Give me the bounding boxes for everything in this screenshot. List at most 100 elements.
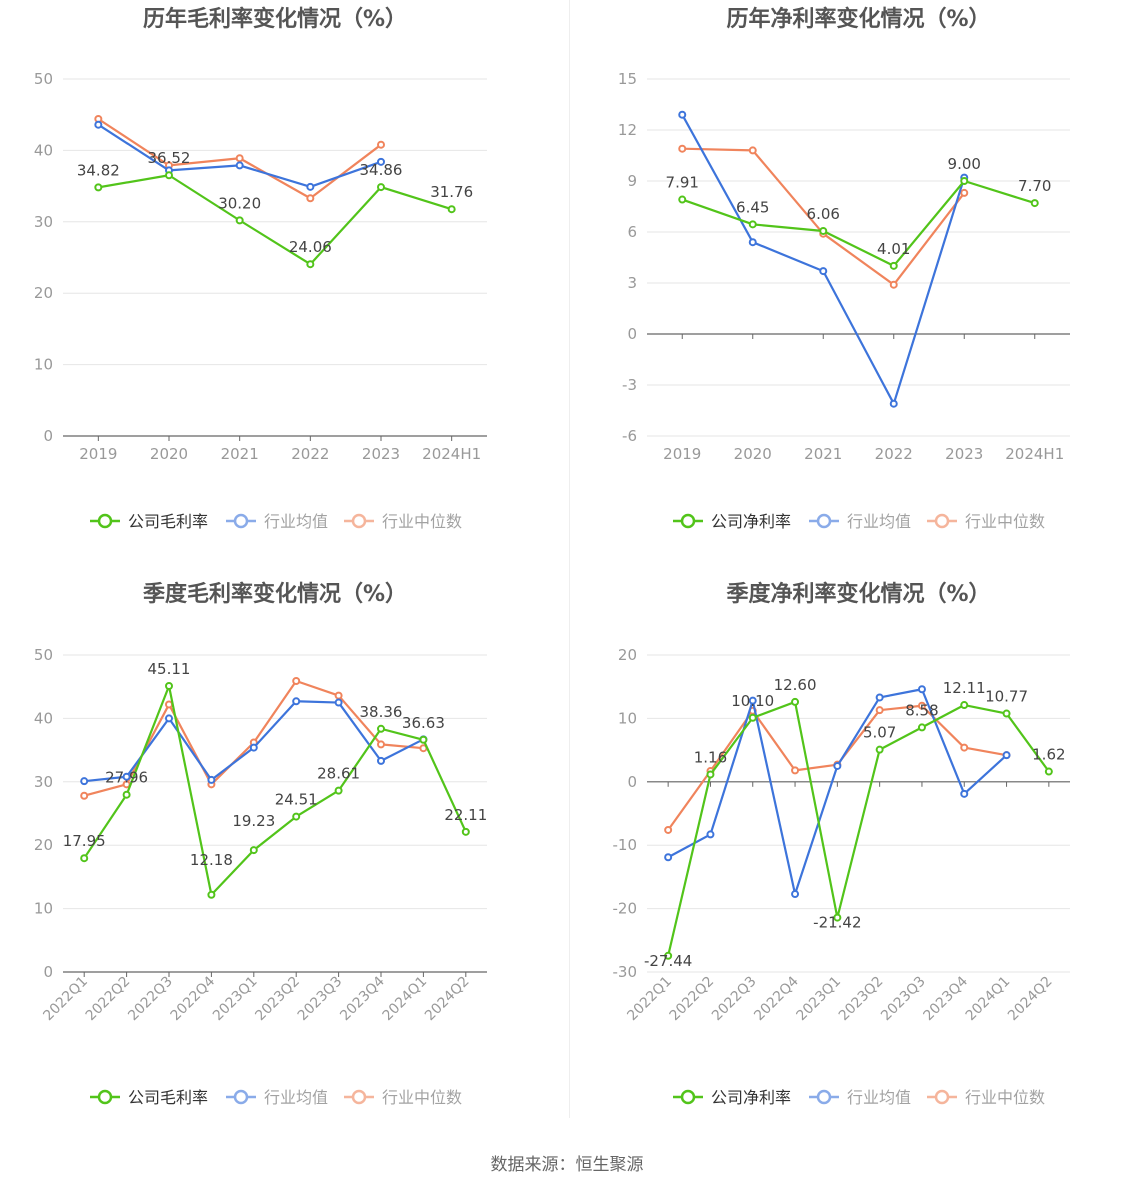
data-label: 10.77	[985, 688, 1028, 706]
data-point[interactable]	[377, 756, 385, 765]
data-point[interactable]	[678, 195, 687, 204]
data-point[interactable]	[306, 260, 315, 269]
data-point[interactable]	[292, 697, 301, 706]
y-tick-label: 12	[618, 121, 637, 139]
data-point[interactable]	[377, 183, 385, 192]
data-point[interactable]	[960, 188, 969, 197]
data-point[interactable]	[122, 790, 131, 799]
data-point[interactable]	[748, 713, 757, 722]
data-point[interactable]	[1002, 709, 1011, 718]
data-point[interactable]	[748, 696, 757, 705]
data-point[interactable]	[292, 676, 301, 685]
data-point[interactable]	[1030, 199, 1039, 208]
data-point[interactable]	[833, 913, 842, 922]
y-tick-label: 50	[34, 646, 53, 664]
data-point[interactable]	[461, 827, 470, 836]
data-point[interactable]	[791, 766, 800, 775]
data-point[interactable]	[122, 772, 131, 781]
data-point[interactable]	[80, 777, 89, 786]
legend-label: 公司毛利率	[128, 512, 208, 531]
data-point[interactable]	[165, 171, 173, 180]
data-point[interactable]	[235, 216, 244, 225]
data-point[interactable]	[678, 110, 687, 119]
legend-item-avg[interactable]: 行业均值	[226, 512, 328, 531]
data-point[interactable]	[377, 140, 385, 149]
chart-title: 历年毛利率变化情况（%）	[143, 6, 407, 32]
legend: 公司毛利率 行业均值 行业中位数	[90, 512, 462, 531]
data-point[interactable]	[917, 685, 926, 694]
data-point[interactable]	[235, 161, 244, 170]
data-point[interactable]	[960, 701, 969, 710]
data-point[interactable]	[306, 194, 315, 203]
data-point[interactable]	[960, 789, 969, 798]
data-point[interactable]	[334, 698, 343, 707]
data-point[interactable]	[889, 399, 898, 408]
data-point[interactable]	[377, 724, 385, 733]
legend-item-median[interactable]: 行业中位数	[927, 1088, 1045, 1107]
data-point[interactable]	[377, 740, 385, 749]
data-point[interactable]	[207, 775, 216, 784]
data-point[interactable]	[80, 791, 89, 800]
data-point[interactable]	[706, 770, 715, 779]
data-point[interactable]	[889, 261, 898, 270]
data-point[interactable]	[791, 697, 800, 706]
data-point[interactable]	[875, 706, 884, 715]
legend-item-company[interactable]: 公司净利率	[673, 512, 791, 531]
data-point[interactable]	[377, 157, 385, 166]
data-point[interactable]	[678, 144, 687, 153]
legend-marker	[816, 513, 832, 529]
data-point[interactable]	[306, 182, 315, 191]
data-point[interactable]	[819, 267, 828, 276]
data-point[interactable]	[917, 723, 926, 732]
data-point[interactable]	[664, 853, 673, 862]
data-point[interactable]	[447, 205, 456, 214]
data-label: 8.58	[905, 701, 938, 719]
data-point[interactable]	[249, 743, 258, 752]
data-point[interactable]	[875, 693, 884, 702]
legend-item-company[interactable]: 公司净利率	[673, 1088, 791, 1107]
data-point[interactable]	[748, 238, 757, 247]
data-point[interactable]	[748, 146, 757, 155]
data-point[interactable]	[334, 691, 343, 700]
data-point[interactable]	[94, 120, 103, 129]
data-point[interactable]	[94, 183, 103, 192]
data-point[interactable]	[80, 854, 89, 863]
legend-item-avg[interactable]: 行业均值	[809, 1088, 911, 1107]
data-point[interactable]	[819, 226, 828, 235]
legend-item-median[interactable]: 行业中位数	[344, 1088, 462, 1107]
y-tick-label: 6	[627, 223, 637, 241]
data-point[interactable]	[207, 890, 216, 899]
legend-label: 公司净利率	[711, 1088, 791, 1107]
data-point[interactable]	[748, 220, 757, 229]
legend-item-median[interactable]: 行业中位数	[927, 512, 1045, 531]
data-point[interactable]	[1044, 767, 1053, 776]
data-point[interactable]	[960, 177, 969, 185]
data-point[interactable]	[165, 700, 173, 709]
data-point[interactable]	[833, 761, 842, 770]
legend-item-avg[interactable]: 行业均值	[226, 1088, 328, 1107]
data-point[interactable]	[419, 735, 428, 744]
data-point[interactable]	[664, 951, 673, 960]
legend-item-avg[interactable]: 行业均值	[809, 512, 911, 531]
data-point[interactable]	[334, 786, 343, 795]
data-point[interactable]	[875, 745, 884, 754]
data-point[interactable]	[165, 682, 173, 691]
legend-label: 行业均值	[264, 1088, 328, 1107]
data-point[interactable]	[1002, 751, 1011, 760]
data-point[interactable]	[917, 701, 926, 710]
data-label: 34.82	[77, 161, 120, 179]
data-point[interactable]	[791, 890, 800, 899]
y-tick-label: 9	[627, 172, 637, 190]
data-point[interactable]	[292, 812, 301, 821]
legend-label: 行业中位数	[382, 1088, 462, 1107]
data-point[interactable]	[706, 830, 715, 839]
data-point[interactable]	[235, 154, 244, 163]
data-point[interactable]	[664, 825, 673, 834]
legend-item-median[interactable]: 行业中位数	[344, 512, 462, 531]
legend-item-company[interactable]: 公司毛利率	[90, 1088, 208, 1107]
data-point[interactable]	[165, 714, 173, 723]
data-point[interactable]	[249, 846, 258, 855]
data-point[interactable]	[889, 280, 898, 289]
data-point[interactable]	[960, 743, 969, 752]
legend-item-company[interactable]: 公司毛利率	[90, 512, 208, 531]
